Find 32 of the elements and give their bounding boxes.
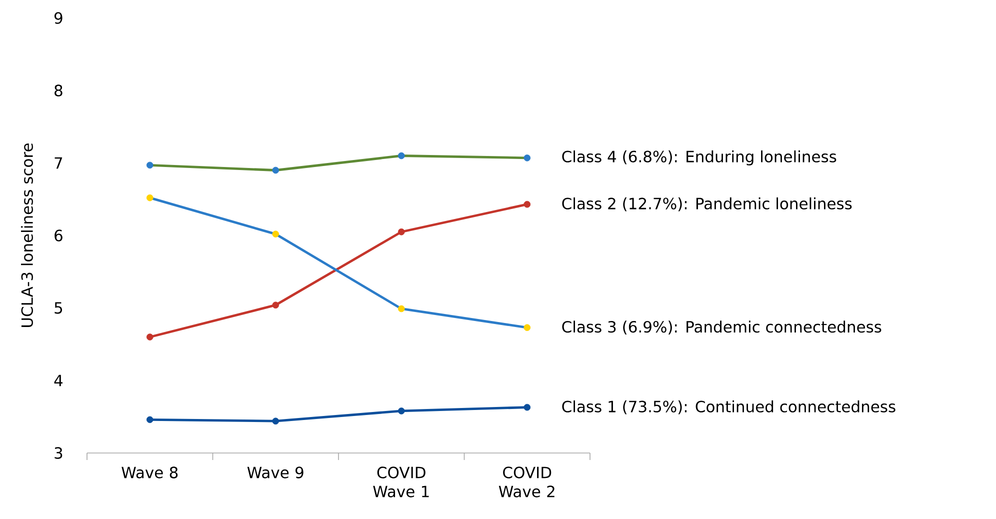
point xyxy=(524,154,531,162)
point xyxy=(524,404,531,411)
point xyxy=(272,230,280,238)
y-tick-label: 5 xyxy=(54,302,62,314)
y-tick-label: 7 xyxy=(54,157,62,169)
y-tick-label: 8 xyxy=(54,84,62,96)
y-tick-label: 9 xyxy=(54,12,62,24)
y-tick-label: 6 xyxy=(54,230,62,242)
point xyxy=(524,200,531,208)
point xyxy=(272,302,280,308)
point xyxy=(398,305,405,312)
point xyxy=(146,334,154,340)
y-tick-label: 3 xyxy=(54,447,62,459)
text: Class 3 (6.9%): Pandemic connectedness xyxy=(562,320,882,334)
point xyxy=(272,418,280,424)
point xyxy=(524,324,531,331)
x-tick-label: Wave 9 xyxy=(247,466,304,478)
point xyxy=(398,228,405,236)
text: Class 2 (12.7%): Pandemic loneliness xyxy=(562,197,852,212)
point xyxy=(272,166,280,174)
point xyxy=(398,408,405,414)
x-tick-label: COVID Wave 2 xyxy=(498,466,554,498)
point xyxy=(146,416,154,424)
text: Class 4 (6.8%): Enduring loneliness xyxy=(562,150,836,166)
point xyxy=(146,162,154,169)
text: Class 1 (73.5%): Continued connectedness xyxy=(562,400,896,414)
point xyxy=(398,152,405,160)
y-tick-label: 4 xyxy=(54,374,63,386)
y-axis-title: UCLA-3 loneliness score xyxy=(20,143,33,327)
point xyxy=(146,194,154,202)
x-tick-label: COVID Wave 1 xyxy=(373,466,429,498)
x-tick-label: Wave 8 xyxy=(122,466,178,478)
